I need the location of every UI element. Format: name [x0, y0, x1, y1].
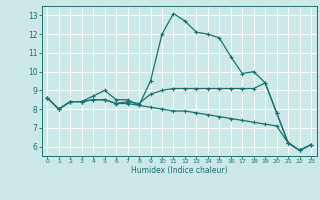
X-axis label: Humidex (Indice chaleur): Humidex (Indice chaleur) [131, 166, 228, 175]
